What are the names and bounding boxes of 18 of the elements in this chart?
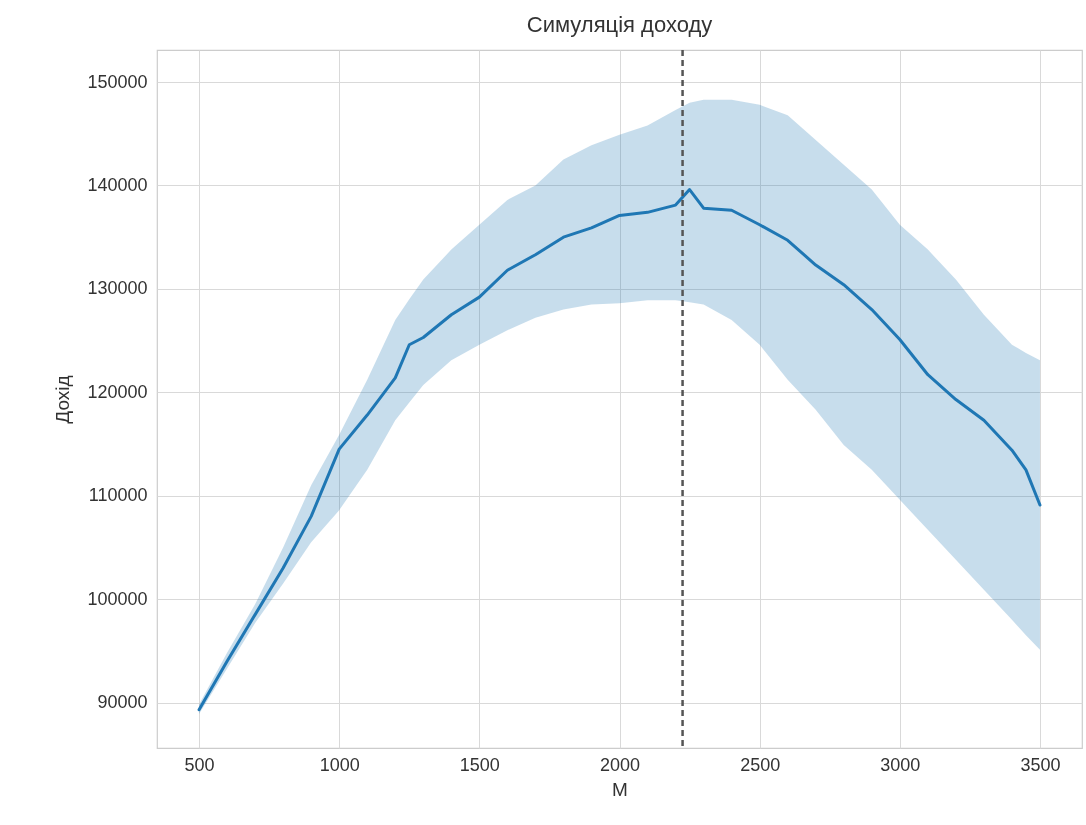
x-axis-title: M [612,778,628,800]
y-tick-label: 110000 [88,485,148,506]
y-tick-label: 150000 [87,71,148,92]
y-tick-label: 120000 [87,381,148,402]
chart-title: Симуляція доходу [526,11,713,37]
x-tick-label: 2500 [740,754,781,775]
x-tick-label: 3500 [1020,754,1061,775]
y-axis-title: Дохід [52,375,74,424]
y-tick-label: 100000 [87,588,148,609]
y-tick-label: 140000 [87,174,148,195]
line-series [197,188,1042,712]
x-tick-label: 3000 [880,754,921,775]
y-tick-label: 130000 [87,278,148,299]
x-tick-label: 1500 [459,754,500,775]
x-tick-label: 500 [184,754,215,775]
x-tick-label: 2000 [599,754,641,775]
x-tick-label: 1000 [319,754,360,775]
y-tick-label: 90000 [97,692,148,712]
